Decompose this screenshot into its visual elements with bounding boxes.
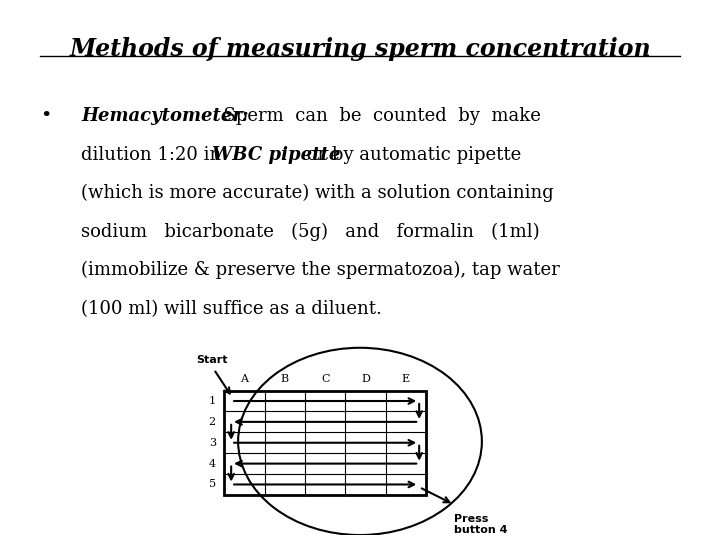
Text: or by automatic pipette: or by automatic pipette xyxy=(301,145,521,164)
Text: Sperm  can  be  counted  by  make: Sperm can be counted by make xyxy=(212,107,541,125)
Text: Methods of measuring sperm concentration: Methods of measuring sperm concentration xyxy=(69,37,651,62)
Text: E: E xyxy=(402,374,410,384)
Text: sodium   bicarbonate   (5g)   and   formalin   (1ml): sodium bicarbonate (5g) and formalin (1m… xyxy=(81,222,540,241)
Text: dilution 1:20 in: dilution 1:20 in xyxy=(81,145,228,164)
Text: D: D xyxy=(361,374,370,384)
Text: (which is more accurate) with a solution containing: (which is more accurate) with a solution… xyxy=(81,184,554,202)
Text: Start: Start xyxy=(197,355,228,365)
Text: 3: 3 xyxy=(209,438,216,448)
Text: 1: 1 xyxy=(209,396,216,406)
Text: B: B xyxy=(281,374,289,384)
Text: Hemacytometer:: Hemacytometer: xyxy=(81,107,249,125)
Text: WBC pipette: WBC pipette xyxy=(212,145,340,164)
Text: 2: 2 xyxy=(209,417,216,427)
Text: 5: 5 xyxy=(209,480,216,489)
Text: (100 ml) will suffice as a diluent.: (100 ml) will suffice as a diluent. xyxy=(81,300,382,318)
Text: Press
button 4: Press button 4 xyxy=(454,514,508,535)
Text: •: • xyxy=(40,107,51,125)
Text: (immobilize & preserve the spermatozoa), tap water: (immobilize & preserve the spermatozoa),… xyxy=(81,261,560,279)
Bar xyxy=(224,390,426,495)
Text: C: C xyxy=(321,374,330,384)
Text: A: A xyxy=(240,374,248,384)
Text: 4: 4 xyxy=(209,458,216,469)
